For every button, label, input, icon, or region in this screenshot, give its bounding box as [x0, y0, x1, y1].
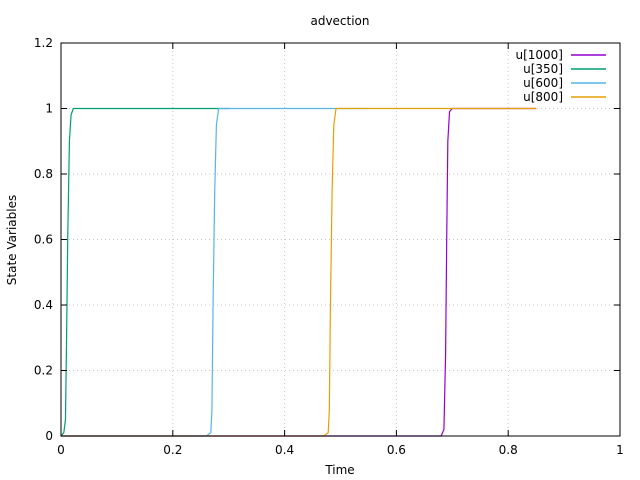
legend-label: u[800]: [523, 90, 563, 104]
series-layer: [60, 107, 537, 437]
x-tick-label: 0.6: [387, 443, 406, 457]
x-axis-label: Time: [324, 463, 354, 477]
legend: u[1000]u[350]u[600]u[800]: [515, 48, 606, 104]
legend-label: u[1000]: [515, 48, 563, 62]
chart-title: advection: [310, 14, 369, 28]
series-line-u600: [61, 107, 369, 437]
y-tick-label: 1.2: [34, 36, 53, 50]
x-tick-label: 1: [616, 443, 624, 457]
series-line-u350: [60, 107, 229, 437]
legend-label: u[350]: [523, 62, 563, 76]
y-tick-label: 0: [45, 429, 53, 443]
series-line-u1000: [61, 107, 537, 437]
y-tick-label: 0.6: [34, 233, 53, 247]
y-axis-label: State Variables: [5, 195, 19, 285]
y-tick-label: 1: [45, 102, 53, 116]
series-line-u800: [61, 107, 537, 437]
x-tick-label: 0.8: [499, 443, 518, 457]
x-tick-label: 0.2: [163, 443, 182, 457]
y-tick-label: 0.2: [34, 364, 53, 378]
tick-layer: 0 0.2 0.4 0.6 0.8 1 0 0.2 0.4 0.6 0.8 1 1.2: [34, 36, 624, 457]
x-tick-label: 0: [57, 443, 65, 457]
y-tick-label: 0.4: [34, 298, 53, 312]
legend-label: u[600]: [523, 76, 563, 90]
x-tick-label: 0.4: [275, 443, 294, 457]
y-tick-label: 0.8: [34, 167, 53, 181]
grid-layer: [61, 43, 620, 436]
